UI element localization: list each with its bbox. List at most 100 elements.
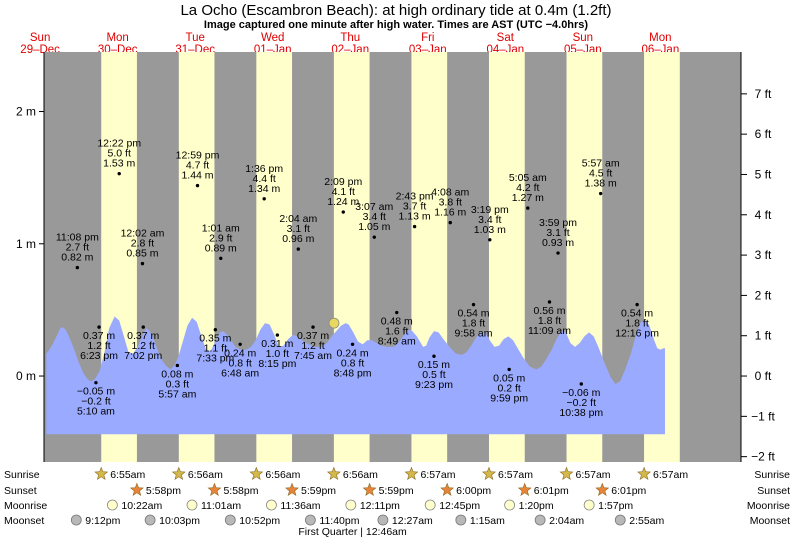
sunrise-time: 6:55am [110, 469, 145, 481]
extreme-metres-label: 0.37 m [127, 330, 159, 342]
extreme-time-label: 1:36 pm [245, 163, 283, 175]
tide-extreme-dot [175, 363, 180, 368]
right-tick-label: 5 ft [755, 167, 772, 181]
astro-row-label-left: Moonset [4, 515, 44, 527]
extreme-feet-label: 3.4 ft [478, 214, 501, 226]
extreme-time-label: 5:57 am [582, 158, 620, 170]
moonset-icon [377, 514, 389, 526]
tide-extreme-dot [556, 251, 560, 255]
moonrise-time: 11:01am [201, 500, 241, 512]
sunset-icon [362, 482, 377, 496]
moonrise-time: 12:11pm [360, 500, 400, 512]
right-tick-label: 7 ft [755, 87, 772, 101]
astronomy-table: Sunrise Sunrise Sunset Sunset Moonrise Moonri… [4, 466, 790, 538]
tide-extreme-dot [488, 238, 492, 242]
extreme-metres-label: 0.35 m [199, 333, 231, 345]
tide-extreme-dot [579, 382, 583, 386]
tide-extreme-dot [432, 354, 436, 358]
extreme-metres-label: 0.96 m [282, 233, 314, 245]
extreme-metres-label: 0.82 m [61, 252, 93, 264]
tide-extreme-dot [262, 197, 266, 201]
extreme-time-label: 3:19 pm [471, 204, 509, 216]
sunrise-icon [637, 466, 651, 480]
sunrise-time: 6:56am [188, 469, 223, 481]
extreme-time-label: 2:43 pm [396, 191, 434, 203]
tide-extreme-dot [275, 333, 280, 337]
extreme-feet-label: 0.5 ft [422, 369, 445, 381]
extreme-metres-label: 1.24 m [327, 196, 359, 208]
moonset-time: 9:12pm [85, 515, 120, 527]
moonset-time: 10:52pm [239, 515, 280, 527]
sunrise-time: 6:57am [498, 469, 533, 481]
extreme-feet-label: 1.0 ft [266, 348, 289, 360]
day-name-label: Tue [185, 32, 204, 44]
right-tick-label: 4 ft [755, 208, 772, 222]
extreme-feet-label: −0.2 ft [567, 397, 597, 409]
extreme-feet-label: 4.2 ft [516, 182, 539, 194]
sunrise-icon [482, 466, 496, 480]
moonrise-time: 11:36am [280, 500, 320, 512]
sunset-icon [129, 482, 144, 496]
tide-extreme-dot [635, 302, 639, 307]
extreme-feet-label: 3.7 ft [403, 201, 426, 213]
extreme-metres-label: 1.16 m [434, 207, 466, 219]
moonrise-icon [504, 499, 516, 511]
extreme-metres-label: 1.03 m [474, 224, 506, 236]
extreme-metres-label: 0.54 m [621, 308, 653, 320]
tide-extreme-dot [412, 224, 417, 229]
moonrise-icon [106, 499, 118, 511]
astro-row-label-left: Moonrise [4, 500, 47, 512]
extreme-time-label: 12:16 pm [615, 328, 659, 340]
extreme-time-label: 9:58 am [455, 328, 493, 340]
sunrise-time: 6:57am [576, 469, 611, 481]
extreme-metres-label: 0.37 m [297, 330, 329, 342]
sunset-time: 5:59pm [301, 485, 336, 497]
extreme-metres-label: 0.54 m [457, 308, 489, 320]
extreme-feet-label: 2.7 ft [66, 242, 89, 254]
sunset-time: 5:58pm [146, 485, 181, 497]
extreme-feet-label: 1.8 ft [462, 318, 485, 330]
tide-extreme-dot [311, 325, 315, 329]
extreme-feet-label: 4.7 ft [186, 160, 209, 172]
extreme-metres-label: 0.08 m [161, 368, 193, 380]
moonrise-time: 10:22am [121, 500, 162, 512]
current-tide-marker [328, 317, 340, 329]
extreme-time-label: 8:49 am [378, 336, 416, 348]
extreme-time-label: 4:08 am [431, 187, 469, 199]
moonset-time: 12:27am [392, 515, 433, 527]
extreme-feet-label: 0.2 ft [498, 382, 521, 394]
extreme-feet-label: 2.9 ft [209, 232, 232, 244]
extreme-time-label: 7:02 pm [124, 350, 162, 362]
extreme-metres-label: 0.31 m [261, 338, 293, 350]
extreme-metres-label: 1.38 m [585, 178, 617, 190]
tide-extreme-dot [213, 328, 218, 332]
day-name-label: Thu [340, 32, 360, 44]
extreme-feet-label: 4.1 ft [332, 186, 355, 198]
sunset-icon [440, 482, 455, 496]
astro-row-label-right: Sunrise [754, 469, 790, 481]
tide-extreme-dot [372, 235, 376, 239]
sunrise-time: 6:56am [265, 469, 300, 481]
extreme-metres-label: 0.89 m [205, 242, 237, 254]
moonrise-icon [424, 499, 436, 511]
extreme-feet-label: 1.2 ft [301, 340, 324, 352]
sunrise-icon [249, 466, 264, 480]
tide-extreme-dot [526, 206, 530, 210]
day-name-label: Wed [261, 32, 284, 44]
extreme-time-label: 5:10 am [77, 406, 115, 418]
extreme-metres-label: 1.44 m [181, 170, 213, 182]
extreme-feet-label: 1.1 ft [204, 343, 227, 355]
axes: 0 m 1 m 2 m −2 ft −1 ft 0 ft 1 ft 2 ft 3 ft 4 ft 5… [16, 52, 776, 464]
extreme-feet-label: 1.8 ft [538, 315, 561, 327]
moonset-icon [305, 514, 316, 526]
moon-phase-label: First Quarter | 12:46am [298, 526, 407, 538]
tide-area [46, 316, 666, 435]
extreme-time-label: 3:59 pm [539, 217, 577, 229]
tide-extreme-dot [350, 342, 355, 346]
sunrise-icon [171, 466, 186, 480]
moonset-time: 10:03pm [159, 515, 200, 527]
right-tick-label: 3 ft [755, 248, 772, 262]
extreme-feet-label: 0.3 ft [166, 378, 189, 390]
moonrise-icon [583, 499, 595, 511]
extreme-time-label: 12:22 pm [97, 138, 141, 150]
